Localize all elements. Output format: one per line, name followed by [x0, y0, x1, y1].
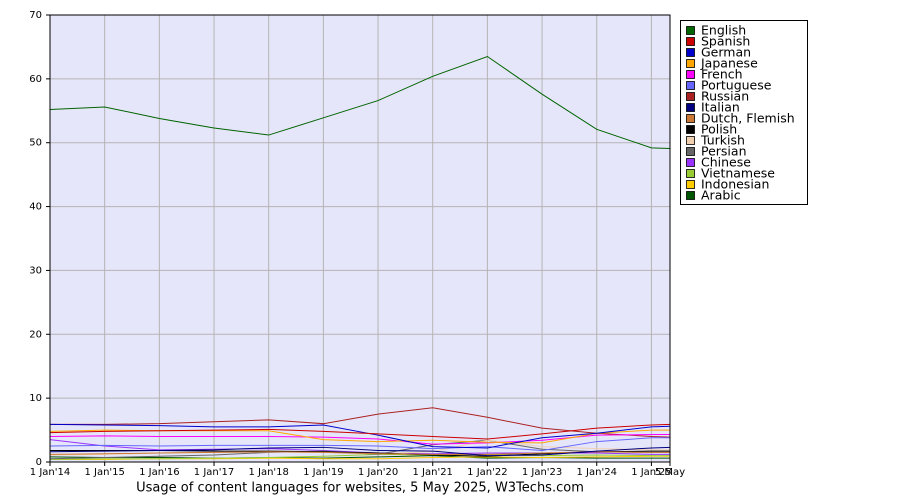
legend-swatch — [686, 92, 695, 101]
legend-swatch — [686, 158, 695, 167]
y-tick-label: 50 — [29, 138, 42, 149]
series-line — [49, 446, 671, 457]
legend-swatch — [686, 48, 695, 57]
legend-label: Indonesian — [701, 177, 769, 192]
x-tick-label: 1 Jan'14 — [30, 467, 70, 478]
x-tick-label: 1 Jan'17 — [194, 467, 234, 478]
legend-label: Spanish — [701, 34, 750, 49]
legend-swatch — [686, 180, 695, 189]
legend-label: Arabic — [701, 188, 741, 203]
legend-label: Persian — [701, 144, 747, 159]
legend-label: Italian — [701, 100, 740, 115]
y-tick-label: 30 — [29, 265, 42, 276]
x-tick-label: 1 Jan'18 — [248, 467, 288, 478]
series-line — [49, 423, 671, 449]
series-line — [49, 437, 670, 452]
series-line — [49, 455, 670, 459]
x-tick-label: 1 Jan'20 — [358, 467, 398, 478]
legend-label: Turkish — [700, 133, 745, 148]
legend-swatch — [686, 114, 695, 123]
x-tick-label: 1 Jan'19 — [303, 467, 343, 478]
y-tick-label: 0 — [36, 457, 42, 468]
legend-label: Portuguese — [701, 78, 772, 93]
x-tick-label: 1 Jan'22 — [467, 467, 507, 478]
legend-label: Japanese — [700, 56, 758, 71]
legend-swatch — [686, 59, 695, 68]
legend-label: Polish — [701, 122, 737, 137]
series-line — [49, 423, 671, 440]
legend-swatch — [686, 191, 695, 200]
series-line — [49, 55, 671, 149]
series-line — [49, 451, 670, 455]
x-tick-label: 1 Jan'15 — [84, 467, 124, 478]
legend-label: German — [701, 45, 751, 60]
y-tick-label: 60 — [29, 74, 42, 85]
x-tick-label: 5 May — [655, 467, 685, 478]
legend-label: Chinese — [701, 155, 751, 170]
legend-swatch — [686, 37, 695, 46]
legend-swatch — [686, 103, 695, 112]
legend-label: French — [701, 67, 743, 82]
y-tick-label: 10 — [29, 393, 42, 404]
legend-label: Vietnamese — [701, 166, 775, 181]
legend-label: Dutch, Flemish — [701, 111, 795, 126]
plot-frame — [49, 14, 671, 463]
legend-swatch — [686, 147, 695, 156]
legend-box — [680, 20, 808, 205]
x-tick-label: 1 Jan'21 — [412, 467, 452, 478]
x-tick-label: 1 Jan'25 — [631, 467, 671, 478]
y-tick-label: 40 — [29, 202, 42, 213]
legend-swatch — [686, 125, 695, 134]
x-tick-label: 1 Jan'24 — [577, 467, 617, 478]
x-tick-label: 1 Jan'16 — [139, 467, 179, 478]
x-tick-label: 1 Jan'23 — [522, 467, 562, 478]
legend-swatch — [686, 70, 695, 79]
legend-label: English — [701, 23, 746, 38]
y-tick-label: 20 — [29, 329, 42, 340]
legend-swatch — [686, 169, 695, 178]
chart-title: Usage of content languages for websites,… — [136, 481, 584, 496]
plot-area — [50, 15, 670, 462]
y-tick-label: 70 — [29, 10, 42, 21]
legend-swatch — [686, 26, 695, 35]
legend-label: Russian — [701, 89, 749, 104]
legend-swatch — [686, 136, 695, 145]
series-line — [49, 434, 670, 445]
legend-swatch — [686, 81, 695, 90]
